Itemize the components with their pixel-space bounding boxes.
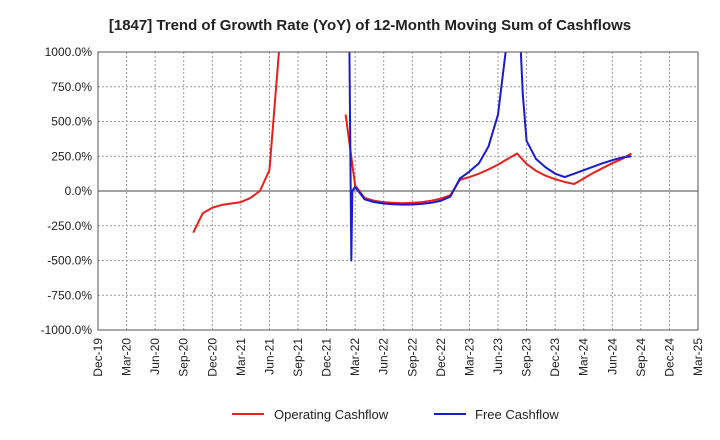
- grid: [98, 52, 698, 330]
- y-tick-label: 500.0%: [51, 115, 92, 129]
- x-tick-label: Jun-21: [262, 338, 276, 375]
- x-tick-label: Mar-21: [234, 338, 248, 376]
- y-axis: 1000.0% 750.0% 500.0% 250.0% 0.0% -250.0% -500…: [41, 45, 93, 337]
- y-tick-label: -750.0%: [47, 288, 92, 302]
- x-tick-label: Mar-23: [462, 338, 476, 376]
- y-tick-label: -250.0%: [47, 219, 92, 233]
- x-tick-label: Jun-22: [377, 338, 391, 375]
- x-tick-label: Dec-20: [205, 338, 219, 377]
- x-tick-label: Mar-20: [120, 338, 134, 376]
- y-tick-label: 0.0%: [65, 184, 93, 198]
- x-tick-label: Sep-23: [520, 338, 534, 377]
- y-tick-label: -1000.0%: [41, 323, 93, 337]
- y-tick-label: -500.0%: [47, 254, 92, 268]
- x-tick-label: Dec-19: [91, 338, 105, 377]
- x-tick-label: Sep-24: [634, 338, 648, 377]
- x-tick-label: Jun-24: [605, 338, 619, 375]
- x-tick-label: Sep-20: [177, 338, 191, 377]
- x-tick-label: Dec-22: [434, 338, 448, 377]
- x-tick-label: Mar-22: [348, 338, 362, 376]
- free-cashflow-line: [348, 52, 632, 262]
- plot-frame: [97, 51, 699, 331]
- y-tick-label: 1000.0%: [45, 45, 93, 59]
- y-tick-label: 250.0%: [51, 149, 92, 163]
- x-tick-label: Dec-24: [662, 338, 676, 377]
- operating-cashflow-line: [192, 52, 632, 234]
- x-tick-label: Sep-22: [405, 338, 419, 377]
- x-tick-label: Dec-21: [320, 338, 334, 377]
- legend-label-free: Free Cashflow: [475, 407, 559, 422]
- x-tick-label: Dec-23: [548, 338, 562, 377]
- x-tick-label: Sep-21: [291, 338, 305, 377]
- x-tick-label: Mar-25: [691, 338, 705, 376]
- x-tick-label: Jun-20: [148, 338, 162, 375]
- x-axis: Dec-19 Mar-20 Jun-20 Sep-20 Dec-20 Mar-21 Jun-…: [91, 338, 705, 377]
- plot-series: [192, 52, 632, 262]
- x-tick-label: Mar-24: [577, 338, 591, 376]
- y-tick-label: 750.0%: [51, 80, 92, 94]
- legend: Operating Cashflow Free Cashflow: [232, 407, 559, 422]
- chart-title: [1847] Trend of Growth Rate (YoY) of 12-…: [109, 17, 631, 34]
- legend-label-operating: Operating Cashflow: [274, 407, 389, 422]
- x-tick-label: Jun-23: [491, 338, 505, 375]
